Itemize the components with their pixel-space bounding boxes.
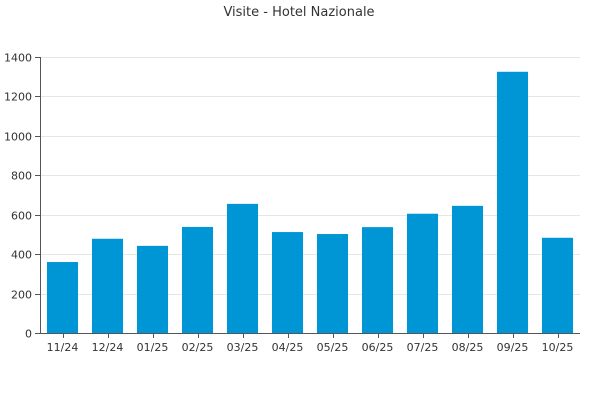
y-tick-label: 1200 — [4, 91, 32, 104]
bar — [496, 71, 529, 334]
bar — [361, 227, 394, 333]
x-tick-label: 12/24 — [92, 341, 124, 354]
y-tick-label: 0 — [25, 328, 32, 341]
bar — [46, 262, 79, 333]
gridlines — [40, 57, 580, 295]
y-tick-label: 1000 — [4, 131, 32, 144]
bar — [541, 237, 574, 333]
bar — [136, 245, 169, 333]
x-tick-label: 11/24 — [47, 341, 79, 354]
bar — [406, 213, 439, 333]
x-tick-label: 02/25 — [182, 341, 214, 354]
y-tick-label: 200 — [11, 289, 32, 302]
x-tick-label: 07/25 — [407, 341, 439, 354]
bar — [91, 238, 124, 333]
bars — [46, 71, 574, 334]
x-tick-label: 05/25 — [317, 341, 349, 354]
y-tick-label: 600 — [11, 210, 32, 223]
x-tick-label: 09/25 — [497, 341, 529, 354]
tick-labels: 0 200 400 600 800 1000 1200 1400 11/24 12/24 01/25… — [4, 52, 573, 355]
bar — [451, 205, 484, 333]
x-tick-label: 01/25 — [137, 341, 169, 354]
x-tick-label: 10/25 — [542, 341, 574, 354]
chart-title: Visite - Hotel Nazionale — [223, 5, 374, 20]
x-tick-label: 08/25 — [452, 341, 484, 354]
x-tick-label: 03/25 — [227, 341, 259, 354]
y-tick-label: 800 — [11, 170, 32, 183]
axes — [35, 57, 580, 338]
x-tick-label: 06/25 — [362, 341, 394, 354]
bar — [181, 226, 214, 333]
bar — [271, 232, 304, 333]
x-tick-label: 04/25 — [272, 341, 304, 354]
bar — [316, 234, 349, 333]
y-tick-label: 1400 — [4, 52, 32, 65]
y-tick-label: 400 — [11, 249, 32, 262]
bar — [226, 203, 259, 333]
